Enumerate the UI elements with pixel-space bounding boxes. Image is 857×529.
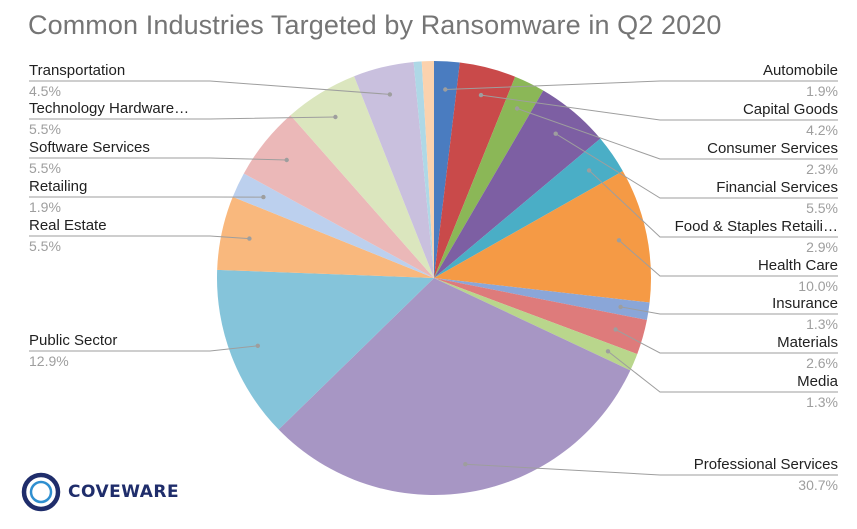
slice-label-software-services: Software Services	[29, 139, 150, 156]
slice-label-automobile: Automobile	[763, 62, 838, 79]
coveware-logo-text: COVEWARE	[68, 482, 180, 502]
leader-dot-insurance	[618, 304, 623, 310]
slice-label-technology-hardware: Technology Hardware…	[29, 100, 189, 117]
slice-label-health-care: Health Care	[758, 257, 838, 274]
pie-slice-retailing	[232, 173, 434, 278]
slice-label-retailing: Retailing	[29, 178, 87, 195]
slice-value-insurance: 1.3%	[806, 316, 838, 332]
leader-dot-media	[605, 349, 611, 354]
slice-value-media: 1.3%	[806, 394, 838, 410]
slice-value-retailing: 1.9%	[29, 199, 61, 215]
slice-label-capital-goods: Capital Goods	[743, 101, 838, 118]
slice-label-real-estate: Real Estate	[29, 217, 107, 234]
pie-slice-professional-services	[278, 278, 631, 496]
leader-dot-real-estate	[247, 236, 252, 241]
leader-dot-capital-goods	[478, 92, 484, 98]
pie-slice-transportation	[354, 61, 434, 279]
leader-dot-consumer-services	[514, 106, 520, 111]
slice-value-transportation: 4.5%	[29, 83, 61, 99]
leader-line-materials	[615, 329, 838, 354]
slice-label-financial-services: Financial Services	[716, 179, 838, 196]
leader-line-insurance	[620, 306, 838, 315]
pie-slice-insurance	[434, 278, 650, 320]
pie-slices	[216, 60, 651, 496]
leader-line-food-staples-retaili	[588, 170, 838, 238]
pie-slice-software-services	[243, 115, 434, 278]
pie-slice-unlabeled-16	[413, 61, 434, 278]
pie-slice-health-care	[434, 171, 651, 303]
coveware-logo: COVEWARE	[20, 470, 179, 514]
pie-slice-technology-hardware	[290, 76, 434, 279]
leader-line-media	[607, 350, 838, 393]
slice-value-health-care: 10.0%	[798, 278, 838, 294]
pie-slice-media	[434, 278, 638, 371]
pie-slice-public-sector	[216, 269, 434, 430]
pie-slice-unlabeled-17	[421, 61, 434, 278]
slice-label-media: Media	[797, 373, 839, 390]
coveware-logo-icon	[21, 472, 61, 512]
leader-dot-public-sector	[255, 343, 260, 348]
leader-line-consumer-services	[516, 108, 838, 160]
slice-value-technology-hardware: 5.5%	[29, 121, 61, 137]
chart-title: Common Industries Targeted by Ransomware…	[28, 10, 722, 40]
slice-label-public-sector: Public Sector	[29, 332, 117, 349]
slice-value-consumer-services: 2.3%	[806, 161, 838, 177]
slice-value-food-staples-retaili: 2.9%	[806, 239, 838, 255]
slice-value-automobile: 1.9%	[806, 83, 838, 99]
slice-label-consumer-services: Consumer Services	[707, 140, 838, 157]
pie-slice-food-staples-retaili	[434, 138, 623, 278]
slice-value-real-estate: 5.5%	[29, 238, 61, 254]
leader-dot-health-care	[616, 238, 622, 243]
pie-slice-capital-goods	[434, 62, 516, 278]
leader-line-financial-services	[555, 133, 838, 199]
pie-slice-automobile	[434, 60, 460, 278]
slice-label-materials: Materials	[777, 334, 838, 351]
leader-dot-professional-services	[463, 462, 468, 467]
slice-value-capital-goods: 4.2%	[806, 122, 838, 138]
leader-line-health-care	[618, 239, 838, 277]
leader-line-automobile	[445, 80, 838, 90]
slice-value-public-sector: 12.9%	[29, 353, 69, 369]
leader-line-real-estate	[29, 235, 250, 240]
slice-value-professional-services: 30.7%	[798, 477, 838, 493]
pie-slice-materials	[434, 278, 647, 355]
pie-slice-financial-services	[434, 90, 601, 278]
slice-value-materials: 2.6%	[806, 355, 838, 371]
leader-dot-retailing	[261, 194, 266, 200]
leader-dot-financial-services	[553, 131, 558, 136]
leader-line-transportation	[29, 80, 390, 95]
leader-lines	[29, 80, 838, 476]
leader-dot-materials	[613, 327, 618, 332]
slice-value-software-services: 5.5%	[29, 160, 61, 176]
leader-dot-food-staples-retaili	[586, 168, 592, 173]
leader-dot-automobile	[443, 87, 448, 92]
pie-slice-real-estate	[217, 196, 434, 278]
leader-line-professional-services	[465, 463, 838, 476]
leader-dot-software-services	[284, 157, 289, 163]
leader-dot-technology-hardware	[333, 114, 338, 120]
leader-dot-transportation	[387, 92, 393, 97]
slice-label-professional-services: Professional Services	[694, 456, 838, 473]
slice-label-transportation: Transportation	[29, 62, 125, 79]
leader-line-capital-goods	[480, 94, 838, 121]
leader-line-public-sector	[29, 345, 258, 352]
pie-slice-consumer-services	[434, 76, 544, 279]
slice-labels: Automobile 1.9% Capital Goods 4.2% Consumer …	[29, 62, 839, 493]
slice-label-food-staples-retaili: Food & Staples Retaili…	[675, 218, 838, 235]
leader-line-technology-hardware	[29, 116, 336, 120]
slice-label-insurance: Insurance	[772, 295, 838, 312]
slice-value-financial-services: 5.5%	[806, 200, 838, 216]
leader-line-software-services	[29, 157, 287, 161]
